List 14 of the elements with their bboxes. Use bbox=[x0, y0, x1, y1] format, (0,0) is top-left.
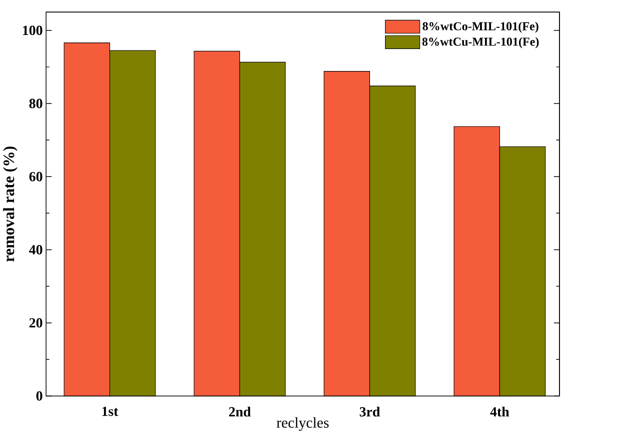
y-axis-title: removal rate (%) bbox=[3, 146, 18, 262]
x-tick-label: 4th bbox=[490, 406, 510, 416]
x-tick-label: 1st bbox=[102, 406, 118, 416]
y-tick-label: 100 bbox=[23, 26, 42, 36]
x-axis-title: reclycles bbox=[276, 417, 329, 431]
legend-label: 8%wtCu-MIL-101(Fe) bbox=[422, 37, 539, 48]
legend-label: 8%wtCo-MIL-101(Fe) bbox=[422, 22, 538, 33]
y-tick-label: 20 bbox=[29, 318, 42, 328]
y-tick-label: 40 bbox=[29, 244, 42, 254]
y-tick-label: 60 bbox=[29, 172, 42, 182]
y-tick-label: 0 bbox=[36, 391, 42, 401]
x-tick-label: 3rd bbox=[360, 406, 380, 416]
x-tick-label: 2nd bbox=[229, 406, 251, 416]
y-tick-label: 80 bbox=[29, 98, 42, 108]
